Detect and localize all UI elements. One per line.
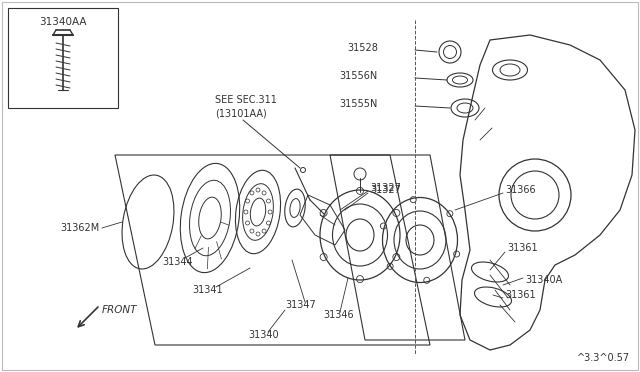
Text: ^3.3^0.57: ^3.3^0.57 [577,353,630,363]
Text: 31361: 31361 [507,243,538,253]
Bar [8,8,118,108]
Text: 31346: 31346 [323,310,354,320]
Text: 31340A: 31340A [525,275,563,285]
Text: (13101AA): (13101AA) [215,108,267,118]
Text: 31340AA: 31340AA [39,17,87,27]
Text: 31344: 31344 [162,257,193,267]
Text: 31361: 31361 [505,290,536,300]
Text: 31366: 31366 [505,185,536,195]
Text: 31340: 31340 [248,330,278,340]
Text: 31347: 31347 [285,300,316,310]
Text: 31556N: 31556N [340,71,378,81]
Text: 31341: 31341 [192,285,223,295]
Text: 31555N: 31555N [340,99,378,109]
Text: 31327: 31327 [370,183,401,193]
Text: 31327: 31327 [370,185,401,195]
Text: FRONT: FRONT [102,305,138,315]
Text: 31362M: 31362M [61,223,100,233]
Text: 31528: 31528 [347,43,378,53]
Text: SEE SEC.311: SEE SEC.311 [215,95,277,105]
